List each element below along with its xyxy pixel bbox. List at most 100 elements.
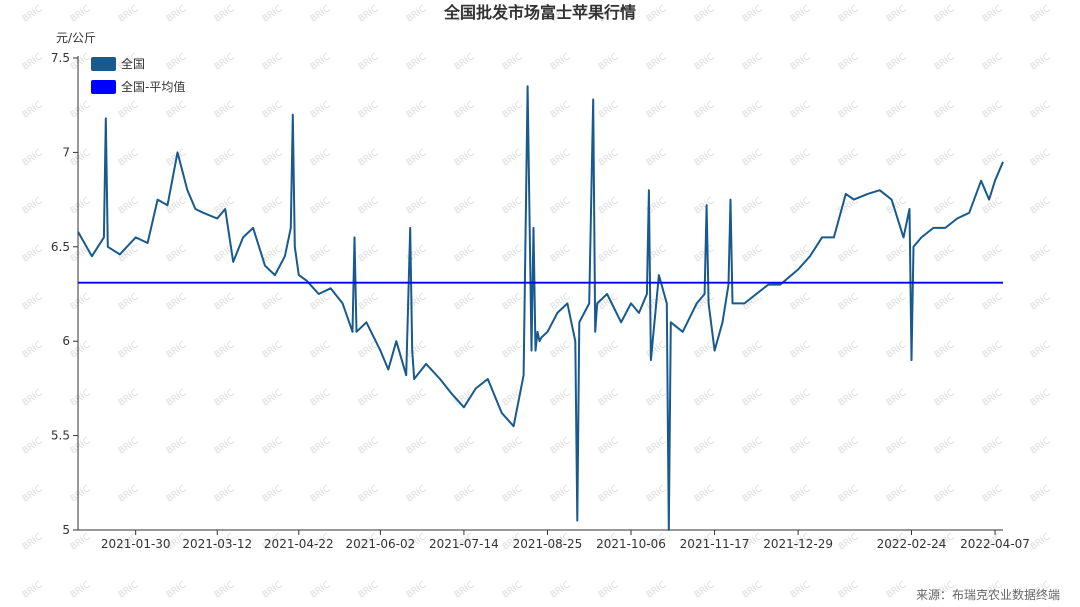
watermark-mark: BRIC xyxy=(885,580,908,600)
watermark-mark: BRIC xyxy=(69,292,92,312)
watermark-mark: BRIC xyxy=(789,292,812,312)
watermark-mark: BRIC xyxy=(837,388,860,408)
source-note: 来源：布瑞克农业数据终端 xyxy=(916,587,1060,602)
watermark-mark: BRIC xyxy=(213,580,236,600)
watermark-mark: BRIC xyxy=(837,100,860,120)
watermark-mark: BRIC xyxy=(69,196,92,216)
watermark-mark: BRIC xyxy=(21,580,44,600)
watermark-mark: BRIC xyxy=(69,100,92,120)
watermark-mark: BRIC xyxy=(981,100,1004,120)
watermark-mark: BRIC xyxy=(981,4,1004,24)
watermark-mark: BRIC xyxy=(309,52,332,72)
watermark-mark: BRIC xyxy=(1029,292,1052,312)
watermark-mark: BRIC xyxy=(117,388,140,408)
legend-swatch-national-average[interactable] xyxy=(91,80,116,94)
watermark-mark: BRIC xyxy=(21,4,44,24)
watermark-mark: BRIC xyxy=(885,340,908,360)
watermark-mark: BRIC xyxy=(501,52,524,72)
watermark-mark: BRIC xyxy=(741,4,764,24)
watermark-mark: BRIC xyxy=(789,244,812,264)
watermark-mark: BRIC xyxy=(837,244,860,264)
watermark-mark: BRIC xyxy=(261,4,284,24)
watermark-mark: BRIC xyxy=(357,580,380,600)
watermark-mark: BRIC xyxy=(549,388,572,408)
watermark-mark: BRIC xyxy=(117,100,140,120)
y-tick-label: 6 xyxy=(62,334,70,348)
watermark-mark: BRIC xyxy=(261,388,284,408)
watermark-mark: BRIC xyxy=(405,388,428,408)
watermark-mark: BRIC xyxy=(549,196,572,216)
watermark-mark: BRIC xyxy=(789,388,812,408)
watermark-mark: BRIC xyxy=(741,196,764,216)
watermark-mark: BRIC xyxy=(501,580,524,600)
watermark-mark: BRIC xyxy=(933,148,956,168)
watermark-mark: BRIC xyxy=(357,292,380,312)
watermark-mark: BRIC xyxy=(741,388,764,408)
watermark-mark: BRIC xyxy=(21,196,44,216)
watermark-mark: BRIC xyxy=(645,340,668,360)
watermark-mark: BRIC xyxy=(885,388,908,408)
watermark-mark: BRIC xyxy=(69,244,92,264)
watermark-mark: BRIC xyxy=(405,148,428,168)
watermark-mark: BRIC xyxy=(21,100,44,120)
watermark-mark: BRIC xyxy=(597,580,620,600)
watermark-mark: BRIC xyxy=(165,292,188,312)
watermark-mark: BRIC xyxy=(837,292,860,312)
watermark-mark: BRIC xyxy=(645,436,668,456)
watermark-mark: BRIC xyxy=(357,484,380,504)
watermark-mark: BRIC xyxy=(501,244,524,264)
watermark-mark: BRIC xyxy=(453,436,476,456)
watermark-mark: BRIC xyxy=(549,148,572,168)
watermark-mark: BRIC xyxy=(405,436,428,456)
watermark-mark: BRIC xyxy=(261,52,284,72)
watermark-mark: BRIC xyxy=(885,436,908,456)
watermark-mark: BRIC xyxy=(405,340,428,360)
watermark-mark: BRIC xyxy=(885,484,908,504)
watermark-mark: BRIC xyxy=(357,4,380,24)
watermark-mark: BRIC xyxy=(357,100,380,120)
watermark-mark: BRIC xyxy=(933,4,956,24)
legend-label-national: 全国 xyxy=(121,56,145,71)
watermark-mark: BRIC xyxy=(405,52,428,72)
watermark-mark: BRIC xyxy=(693,100,716,120)
watermark-mark: BRIC xyxy=(789,340,812,360)
watermark-mark: BRIC xyxy=(933,244,956,264)
legend: 全国 全国-平均值 xyxy=(91,56,185,94)
x-tick-label: 2022-04-07 xyxy=(960,537,1030,551)
watermark-mark: BRIC xyxy=(981,436,1004,456)
watermark-mark: BRIC xyxy=(405,196,428,216)
watermark-mark: BRIC xyxy=(549,244,572,264)
watermark-mark: BRIC xyxy=(405,100,428,120)
watermark-mark: BRIC xyxy=(213,52,236,72)
watermark-mark: BRIC xyxy=(453,100,476,120)
watermark-mark: BRIC xyxy=(309,196,332,216)
watermark-mark: BRIC xyxy=(501,100,524,120)
legend-swatch-national[interactable] xyxy=(91,57,116,71)
watermark-mark: BRIC xyxy=(309,100,332,120)
watermark-mark: BRIC xyxy=(213,388,236,408)
watermark-mark: BRIC xyxy=(69,580,92,600)
watermark-mark: BRIC xyxy=(165,388,188,408)
y-tick-label: 6.5 xyxy=(51,240,70,254)
watermark-mark: BRIC xyxy=(309,4,332,24)
x-tick-label: 2021-08-25 xyxy=(513,537,583,551)
watermark-mark: BRIC xyxy=(117,292,140,312)
watermark-mark: BRIC xyxy=(213,148,236,168)
watermark-mark: BRIC xyxy=(933,436,956,456)
watermark-mark: BRIC xyxy=(933,484,956,504)
watermark-mark: BRIC xyxy=(117,484,140,504)
watermark-mark: BRIC xyxy=(69,436,92,456)
watermark-mark: BRIC xyxy=(1029,340,1052,360)
watermark-mark: BRIC xyxy=(69,4,92,24)
watermark-mark: BRIC xyxy=(309,292,332,312)
watermark-mark: BRIC xyxy=(165,100,188,120)
watermark-mark: BRIC xyxy=(261,580,284,600)
watermark-mark: BRIC xyxy=(213,436,236,456)
watermark-mark: BRIC xyxy=(981,484,1004,504)
y-tick-label: 5 xyxy=(62,523,70,537)
watermark-mark: BRIC xyxy=(405,580,428,600)
watermark-mark: BRIC xyxy=(501,148,524,168)
x-tick-label: 2021-11-17 xyxy=(680,537,750,551)
watermark-mark: BRIC xyxy=(981,388,1004,408)
